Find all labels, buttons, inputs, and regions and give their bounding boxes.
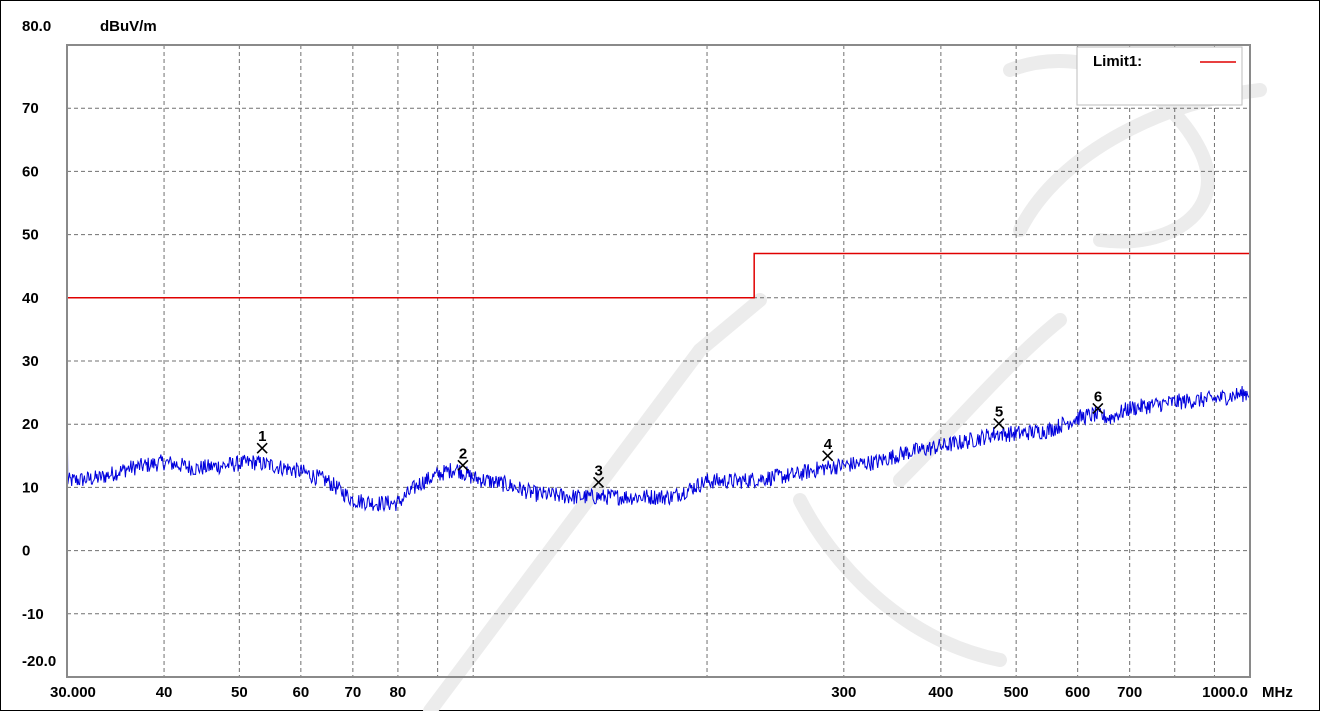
watermark-stroke: [793, 493, 1007, 667]
x-axis-unit: MHz: [1262, 684, 1293, 701]
y-tick-label: -20.0: [22, 653, 56, 670]
x-axis: 30.000 40 50 60 70 80 300 400 500 600 700 1000.0: [50, 684, 1248, 701]
marker-x-stroke: [457, 459, 469, 471]
x-tick-label: 50: [231, 684, 248, 701]
limit-line: [67, 252, 1250, 299]
marker-x-stroke: [256, 442, 268, 454]
markers: 1 2 3 4 5 6: [256, 388, 1104, 488]
marker-x-stroke: [592, 476, 605, 488]
watermark-stroke: [893, 313, 1067, 487]
watermark-stroke: [693, 293, 767, 357]
trace-series: [66, 385, 1251, 513]
x-tick-label: 300: [831, 684, 856, 701]
marker-3: 3: [592, 462, 605, 488]
marker-1: 1: [256, 428, 268, 454]
x-tick-label: 700: [1117, 684, 1142, 701]
y-tick-label: 70: [22, 100, 39, 117]
y-tick-label: 30: [22, 353, 39, 370]
x-tick-label: 70: [345, 684, 362, 701]
marker-label: 2: [459, 445, 467, 462]
trace-line: [66, 385, 1251, 513]
marker-label: 1: [258, 428, 266, 445]
y-axis-unit: dBuV/m: [100, 18, 157, 35]
x-tick-label: 40: [156, 684, 173, 701]
limit-line-path: [67, 252, 1250, 299]
legend: Limit1:: [1076, 46, 1243, 106]
legend-box: [1076, 46, 1243, 106]
y-tick-label: 10: [22, 479, 39, 496]
y-tick-label: 20: [22, 416, 39, 433]
marker-label: 4: [824, 436, 833, 453]
marker-label: 3: [595, 462, 603, 479]
x-tick-label: 1000.0: [1202, 684, 1248, 701]
marker-x-stroke: [822, 450, 834, 462]
marker-6: 6: [1092, 388, 1104, 414]
y-tick-label: -10: [22, 606, 44, 623]
x-tick-label: 80: [390, 684, 407, 701]
marker-label: 6: [1094, 388, 1102, 405]
y-tick-label: 0: [22, 543, 30, 560]
marker-x-stroke: [993, 418, 1005, 430]
y-tick-label: 60: [22, 163, 39, 180]
legend-label: Limit1:: [1093, 53, 1142, 70]
y-tick-label: 50: [22, 227, 39, 244]
marker-5: 5: [993, 404, 1005, 430]
marker-2: 2: [457, 445, 469, 471]
x-tick-label: 500: [1004, 684, 1029, 701]
y-tick-label: 40: [22, 290, 39, 307]
plot-border: [66, 44, 1251, 678]
marker-label: 5: [995, 404, 1003, 421]
y-tick-label: 80.0: [22, 18, 51, 35]
x-tick-label: 60: [293, 684, 310, 701]
watermark-stroke: [423, 343, 707, 711]
x-tick-label: 600: [1065, 684, 1090, 701]
x-tick-label: 30.000: [50, 684, 96, 701]
marker-4: 4: [822, 436, 834, 462]
x-tick-label: 400: [928, 684, 953, 701]
y-axis: 80.0 70 60 50 40 30 20 10 0 -10 -20.0: [22, 18, 56, 670]
marker-x-stroke: [1092, 402, 1104, 414]
